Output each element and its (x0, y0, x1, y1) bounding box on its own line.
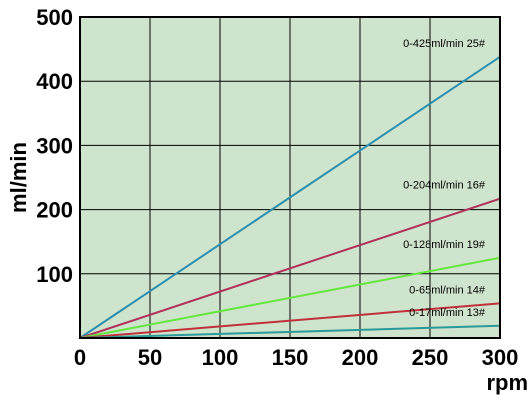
series-line (79, 302, 501, 339)
x-axis-label: rpm (486, 370, 528, 395)
series-lines (79, 55, 501, 339)
x-tick-label: 300 (482, 345, 519, 370)
plot-frame (79, 16, 501, 339)
y-tick-label: 200 (36, 198, 73, 223)
x-tick-label: 200 (342, 345, 379, 370)
x-tick-label: 100 (202, 345, 239, 370)
series-label: 0-204ml/min 16# (403, 180, 486, 192)
y-tick-label: 500 (36, 5, 73, 30)
series-line (79, 197, 501, 339)
y-axis-label: ml/min (6, 142, 31, 213)
series-line (79, 256, 501, 339)
series-label: 0-128ml/min 19# (403, 239, 486, 251)
series-line (79, 324, 501, 339)
series-label: 0-425ml/min 25# (403, 38, 486, 50)
x-tick-label: 250 (412, 345, 449, 370)
y-tick-label: 100 (36, 262, 73, 287)
grid (79, 16, 501, 338)
series-line (79, 55, 501, 339)
series-label: 0-17ml/min 13# (409, 307, 486, 319)
y-tick-label: 300 (36, 133, 73, 158)
x-tick-labels: 0 50 100 150 200 250 300 (74, 345, 518, 370)
y-tick-label: 400 (36, 69, 73, 94)
y-tick-labels: 100 200 300 400 500 (36, 5, 73, 287)
x-tick-label: 150 (272, 345, 309, 370)
x-tick-label: 50 (138, 345, 162, 370)
series-labels: 0-425ml/min 25# 0-204ml/min 16# 0-128ml/mi… (403, 38, 486, 319)
x-tick-label: 0 (74, 345, 86, 370)
series-label: 0-65ml/min 14# (409, 284, 486, 296)
